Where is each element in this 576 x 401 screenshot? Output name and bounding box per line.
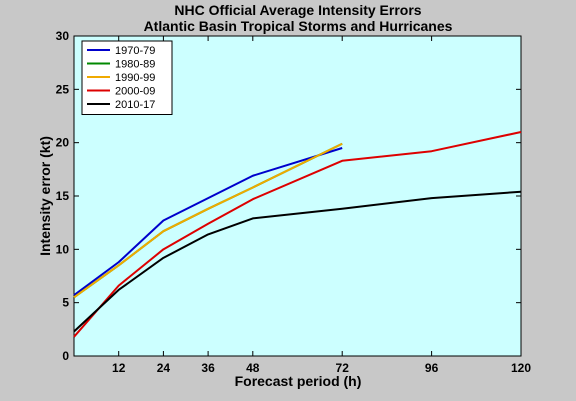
- x-tick-label: 72: [336, 361, 350, 375]
- x-tick-label: 24: [157, 361, 171, 375]
- legend-entry: 2000-09: [115, 86, 155, 98]
- x-tick-label: 120: [511, 361, 531, 375]
- series-line-2000-09: [73, 131, 522, 338]
- y-tick-label: 5: [62, 296, 69, 310]
- chart-title: NHC Official Average Intensity Errors: [174, 2, 421, 18]
- series-line-1970-79: [73, 147, 343, 297]
- legend-entry: 1980-89: [115, 59, 155, 71]
- y-tick-label: 20: [56, 136, 70, 150]
- y-tick-label: 10: [56, 242, 70, 256]
- x-tick-label: 36: [201, 361, 215, 375]
- legend-entry: 2010-17: [115, 99, 155, 111]
- series-line-2010-17: [73, 190, 522, 333]
- y-tick-label: 25: [56, 82, 70, 96]
- y-axis-label: Intensity error (kt): [37, 136, 53, 256]
- x-axis-label: Forecast period (h): [235, 373, 362, 389]
- x-tick-label: 12: [112, 361, 126, 375]
- series-lines: [73, 131, 522, 338]
- legend-entry: 1990-99: [115, 72, 155, 84]
- y-tick-label: 15: [56, 189, 70, 203]
- series-line-1990-99: [73, 142, 343, 299]
- legend-entry: 1970-79: [115, 45, 155, 57]
- chart-subtitle: Atlantic Basin Tropical Storms and Hurri…: [144, 18, 453, 34]
- x-tick-label: 96: [425, 361, 439, 375]
- y-tick-label: 0: [62, 349, 69, 363]
- axis-ticks: 12 24 36 48 72 96 120 0 5 10 15 20 25 30: [56, 29, 532, 375]
- x-tick-label: 48: [246, 361, 260, 375]
- y-tick-label: 30: [56, 29, 70, 43]
